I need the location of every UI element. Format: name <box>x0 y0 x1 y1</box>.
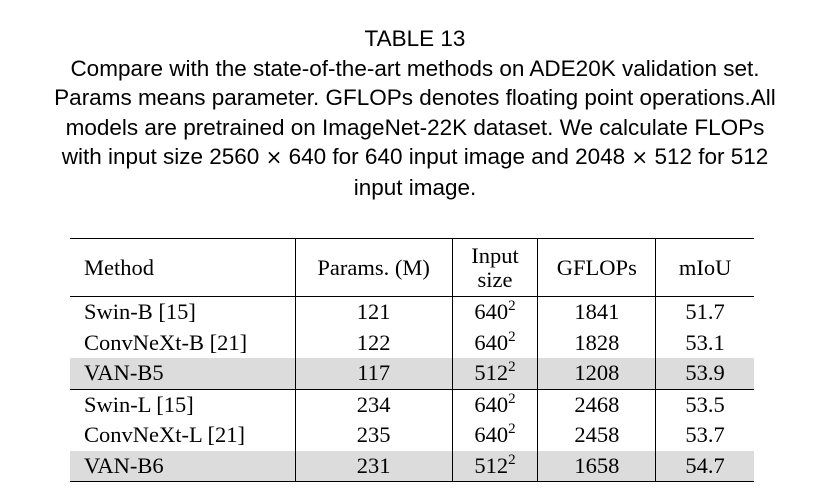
cell-input-size-base: 640 <box>474 422 509 448</box>
caption-line-4-part-b: 640 for 640 input image and 2048 <box>288 144 626 169</box>
cell-gflops: 1208 <box>537 358 656 390</box>
cell-params: 235 <box>294 420 453 451</box>
cell-miou-best: 54.7 <box>655 450 754 482</box>
caption-line-2: Params means parameter. GFLOPs denotes f… <box>54 85 776 110</box>
cell-input-size-exponent: 2 <box>508 298 516 315</box>
cell-method: VAN-B6 <box>70 450 296 482</box>
cell-method: Swin-L [15] <box>84 391 194 417</box>
cell-params: 117 <box>294 358 453 390</box>
cell-params: 122 <box>294 327 453 358</box>
header-params: Params. (M) <box>294 238 453 297</box>
table-row: ConvNeXt-B [21] 122 6402 1828 53.1 <box>70 327 754 358</box>
results-table: Method Params. (M) Input size GFLOPs mIoU… <box>70 238 754 482</box>
header-miou: mIoU <box>655 238 754 297</box>
caption-line-3: models are pretrained on ImageNet-22K da… <box>65 114 765 140</box>
cell-gflops: 2468 <box>537 389 656 420</box>
cell-input-size-base: 640 <box>474 329 509 355</box>
cell-input-size: 6402 <box>451 420 538 451</box>
cell-input-size-base: 512 <box>474 360 509 386</box>
cell-miou: 53.5 <box>655 389 754 420</box>
cell-method: VAN-B5 <box>70 358 296 390</box>
cell-input-size-exponent: 2 <box>508 390 516 407</box>
cell-input-size: 5122 <box>451 358 538 390</box>
caption-line-4-part-a: with input size 2560 <box>61 144 260 169</box>
cell-input-size-exponent: 2 <box>508 359 516 376</box>
cell-input-size-base: 640 <box>474 391 509 417</box>
cell-gflops: 1828 <box>537 327 656 358</box>
table-row: Swin-B [15] 121 6402 1841 51.7 <box>70 296 754 328</box>
cell-method: ConvNeXt-B [21] <box>84 329 248 355</box>
cell-input-size-exponent: 2 <box>508 328 516 345</box>
caption-line-1: Compare with the state-of-the-art method… <box>70 55 760 81</box>
cell-method: ConvNeXt-L [21] <box>84 422 246 448</box>
cell-method: Swin-B [15] <box>84 299 196 325</box>
table-caption: TABLE 13 Compare with the state-of-the-a… <box>0 24 830 202</box>
header-input-size: Input size <box>451 238 538 297</box>
times-symbol: × <box>631 145 649 169</box>
table-row-highlighted: VAN-B6 231 5122 1658 54.7 <box>70 450 754 482</box>
cell-input-size: 6402 <box>451 296 538 328</box>
caption-line-4-part-c: 512 for 512 <box>654 144 769 169</box>
header-gflops: GFLOPs <box>537 238 656 297</box>
cell-gflops: 1658 <box>537 450 656 482</box>
cell-input-size-exponent: 2 <box>508 421 516 438</box>
cell-miou: 51.7 <box>655 296 754 328</box>
cell-gflops: 2458 <box>537 420 656 451</box>
cell-miou: 53.7 <box>655 420 754 451</box>
cell-params: 234 <box>294 389 453 420</box>
cell-miou-best: 53.9 <box>655 358 754 390</box>
cell-input-size: 5122 <box>451 450 538 482</box>
cell-input-size: 6402 <box>451 327 538 358</box>
caption-line-5: input image. <box>353 174 477 200</box>
cell-params: 121 <box>294 296 453 328</box>
cell-input-size-exponent: 2 <box>508 451 516 468</box>
cell-input-size: 6402 <box>451 389 538 420</box>
cell-input-size-base: 512 <box>474 452 509 478</box>
cell-gflops: 1841 <box>537 296 656 328</box>
header-method: Method <box>70 238 296 297</box>
header-input-size-line-1: Input <box>471 242 519 268</box>
table-row-highlighted: VAN-B5 117 5122 1208 53.9 <box>70 358 754 390</box>
cell-params: 231 <box>294 450 453 482</box>
caption-line-4: with input size 2560 × 640 for 640 input… <box>0 142 830 173</box>
cell-input-size-base: 640 <box>474 299 509 325</box>
header-input-size-line-2: size <box>477 266 513 292</box>
table-title: TABLE 13 <box>364 26 466 51</box>
table-row: Swin-L [15] 234 6402 2468 53.5 <box>70 389 754 420</box>
times-symbol: × <box>265 145 283 169</box>
header-row: Method Params. (M) Input size GFLOPs mIoU <box>70 238 754 297</box>
cell-miou: 53.1 <box>655 327 754 358</box>
table-row: ConvNeXt-L [21] 235 6402 2458 53.7 <box>70 420 754 451</box>
